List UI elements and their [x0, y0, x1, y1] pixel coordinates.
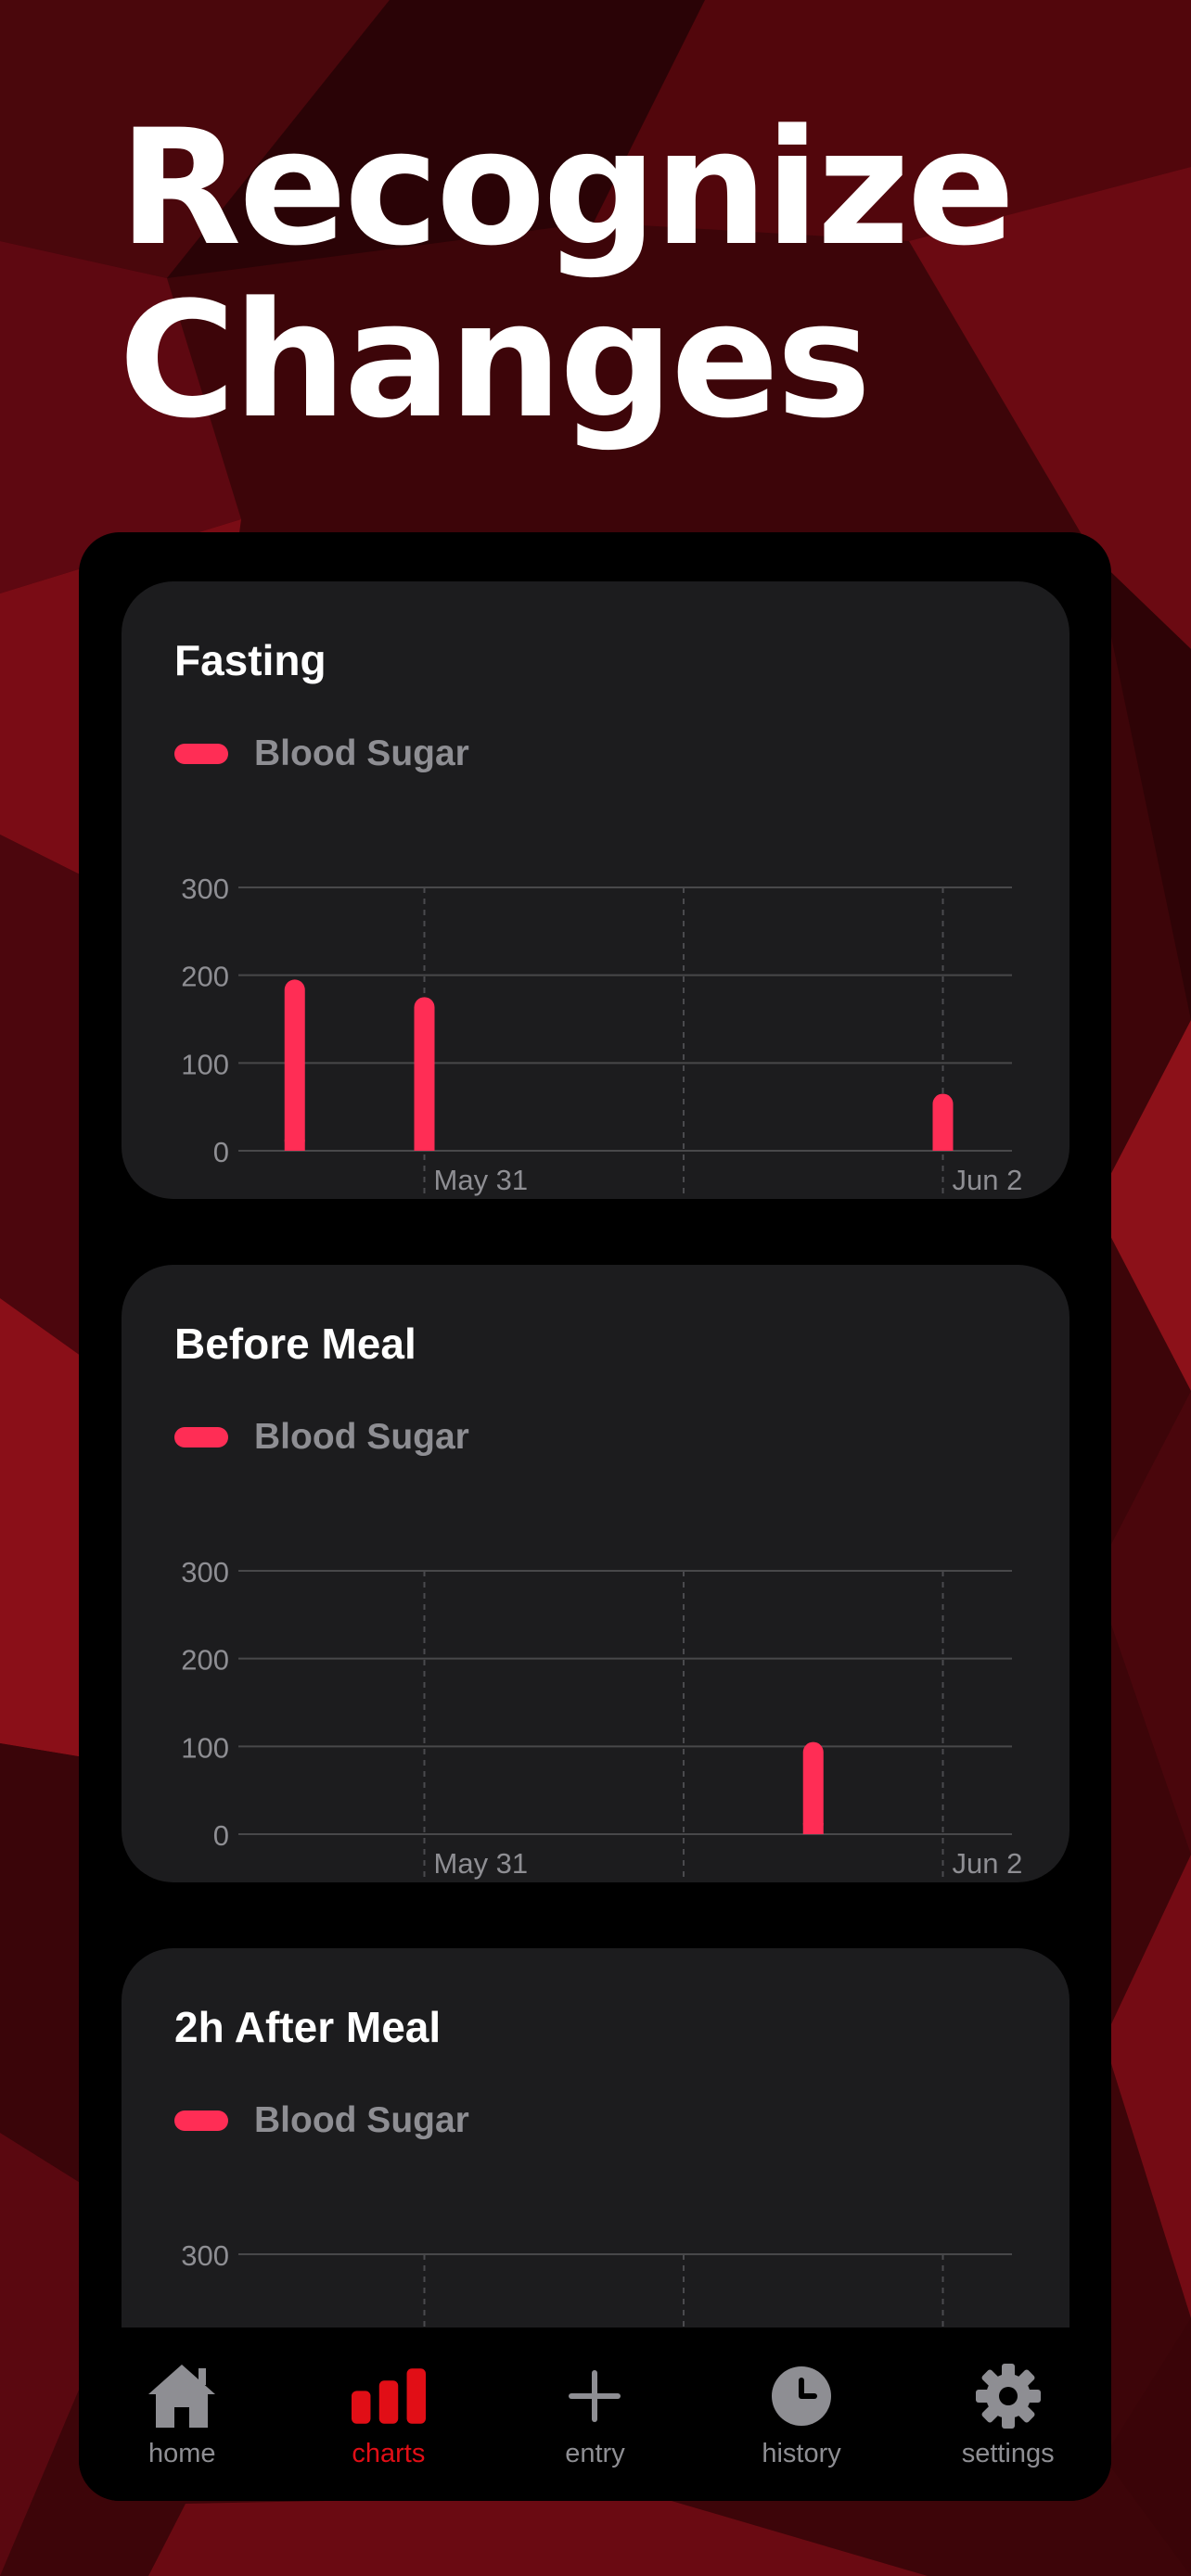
data-bar-base — [414, 1140, 435, 1151]
hero-title-line-2: Changes — [119, 267, 871, 453]
hero-title-line-1: Recognize — [119, 95, 1016, 281]
tab-history[interactable]: history — [698, 2327, 905, 2501]
tab-label: home — [148, 2439, 216, 2468]
bar-chart-icon — [351, 2361, 426, 2431]
data-bar-base — [802, 1823, 824, 1834]
chart-legend: Blood Sugar — [174, 2100, 469, 2141]
legend-swatch — [174, 2111, 228, 2131]
legend-swatch — [174, 1427, 228, 1447]
tab-label: settings — [961, 2439, 1055, 2468]
data-bar — [932, 1093, 954, 1151]
gear-icon — [971, 2361, 1045, 2431]
data-bar — [802, 1741, 824, 1834]
tab-label: entry — [565, 2439, 625, 2468]
legend-label: Blood Sugar — [254, 1417, 469, 1457]
tab-settings[interactable]: settings — [904, 2327, 1111, 2501]
y-tick-label: 100 — [181, 1048, 229, 1080]
legend-swatch — [174, 744, 228, 764]
y-tick-label: 0 — [213, 1136, 229, 1168]
hero-title: Recognize Changes — [119, 102, 1016, 447]
data-bar-base — [932, 1140, 954, 1151]
card-title: 2h After Meal — [174, 2003, 442, 2051]
tab-bar: home charts entry — [79, 2327, 1111, 2501]
x-tick-label: Jun 2 — [953, 1164, 1023, 1196]
legend-label: Blood Sugar — [254, 733, 469, 773]
tab-home[interactable]: home — [79, 2327, 286, 2501]
y-tick-label: 0 — [213, 1819, 229, 1852]
x-tick-label: Jun 2 — [953, 1847, 1023, 1880]
tab-entry[interactable]: entry — [492, 2327, 698, 2501]
card-title: Before Meal — [174, 1320, 416, 1368]
data-bar — [284, 979, 305, 1151]
tab-label: charts — [352, 2439, 426, 2468]
data-bar-base — [284, 1140, 305, 1151]
tab-label: history — [762, 2439, 841, 2468]
clock-icon — [764, 2361, 839, 2431]
x-tick-label: May 31 — [434, 1847, 529, 1880]
y-tick-label: 300 — [181, 1556, 229, 1588]
x-tick-label: May 31 — [434, 1164, 529, 1196]
chart-legend: Blood Sugar — [174, 1417, 469, 1458]
y-tick-label: 300 — [181, 873, 229, 905]
y-tick-label: 200 — [181, 1644, 229, 1677]
y-tick-label: 300 — [181, 2239, 229, 2272]
card-title: Fasting — [174, 636, 327, 684]
y-tick-label: 200 — [181, 961, 229, 993]
chart-legend: Blood Sugar — [174, 733, 469, 774]
house-icon — [145, 2361, 219, 2431]
legend-label: Blood Sugar — [254, 2100, 469, 2140]
data-bar — [414, 997, 435, 1151]
plus-icon — [557, 2361, 632, 2431]
tab-charts[interactable]: charts — [286, 2327, 493, 2501]
y-tick-label: 100 — [181, 1731, 229, 1764]
